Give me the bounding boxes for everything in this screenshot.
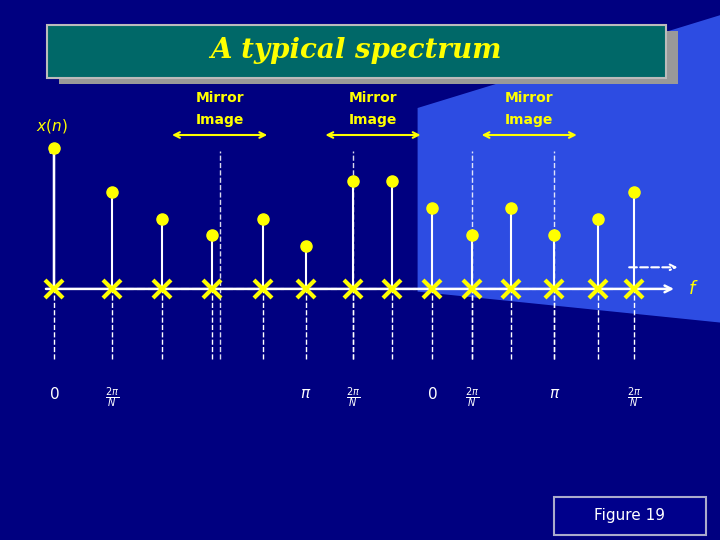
Text: $\frac{2\pi}{N}$: $\frac{2\pi}{N}$ bbox=[464, 386, 479, 410]
Text: Figure 19: Figure 19 bbox=[595, 508, 665, 523]
Text: $\frac{2\pi}{N}$: $\frac{2\pi}{N}$ bbox=[346, 386, 360, 410]
Text: $0$: $0$ bbox=[49, 386, 59, 402]
Text: $x(n)$: $x(n)$ bbox=[36, 117, 68, 135]
Polygon shape bbox=[418, 11, 720, 324]
Text: $\frac{2\pi}{N}$: $\frac{2\pi}{N}$ bbox=[104, 386, 119, 410]
Bar bbox=[59, 31, 678, 84]
Text: A typical spectrum: A typical spectrum bbox=[211, 37, 502, 64]
Text: $\frac{2\pi}{N}$: $\frac{2\pi}{N}$ bbox=[626, 386, 641, 410]
Text: $0$: $0$ bbox=[427, 386, 437, 402]
Text: $\pi$: $\pi$ bbox=[549, 386, 560, 401]
Bar bbox=[47, 25, 666, 78]
Text: $\pi$: $\pi$ bbox=[300, 386, 312, 401]
Text: $f$: $f$ bbox=[688, 280, 698, 298]
Text: Image: Image bbox=[195, 113, 244, 127]
Text: Mirror: Mirror bbox=[505, 91, 554, 105]
Text: Mirror: Mirror bbox=[195, 91, 244, 105]
Text: Image: Image bbox=[348, 113, 397, 127]
Bar bbox=[554, 497, 706, 535]
Text: Image: Image bbox=[505, 113, 554, 127]
Text: Mirror: Mirror bbox=[348, 91, 397, 105]
